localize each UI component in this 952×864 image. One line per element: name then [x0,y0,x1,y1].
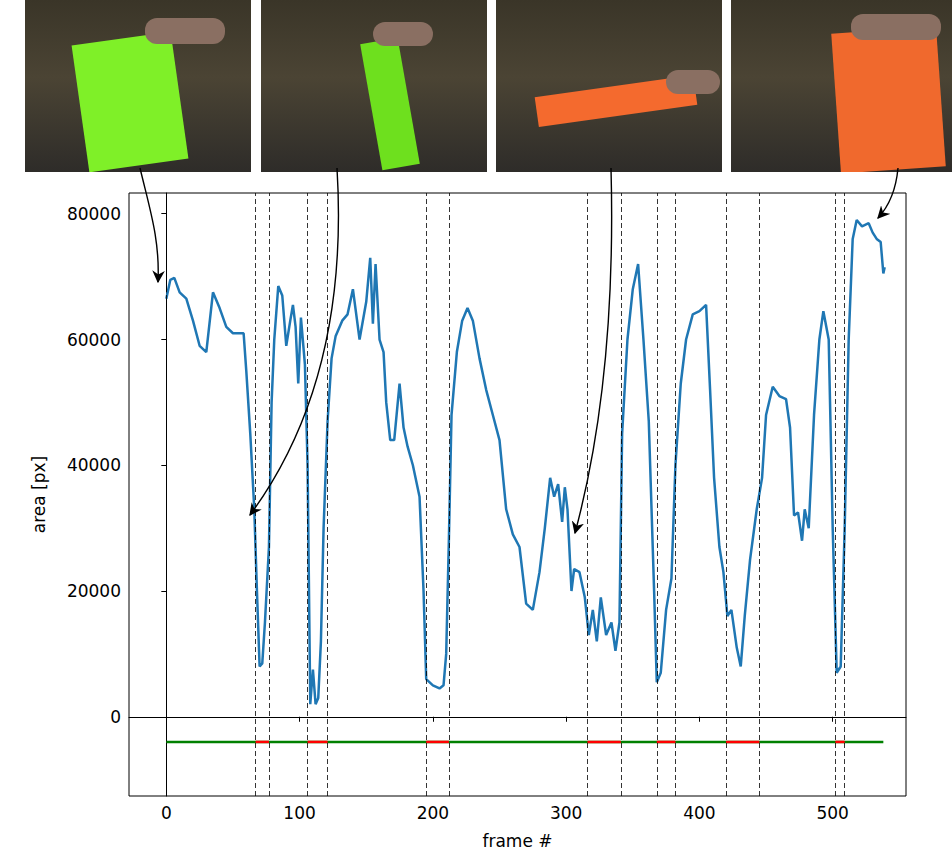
svg-text:60000: 60000 [67,330,121,350]
svg-text:area [px]: area [px] [29,456,49,533]
svg-text:400: 400 [683,803,715,823]
svg-text:80000: 80000 [67,204,121,224]
svg-text:0: 0 [161,803,172,823]
svg-text:200: 200 [417,803,449,823]
svg-text:300: 300 [550,803,582,823]
svg-text:20000: 20000 [67,581,121,601]
svg-text:100: 100 [283,803,315,823]
svg-text:frame #: frame # [482,831,552,851]
svg-text:500: 500 [816,803,848,823]
svg-text:0: 0 [110,707,121,727]
svg-text:40000: 40000 [67,455,121,475]
